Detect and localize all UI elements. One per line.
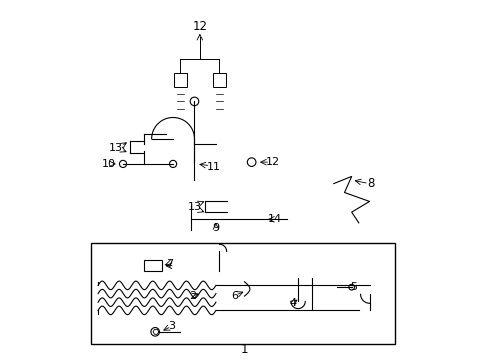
Text: 12: 12 [265,157,280,167]
Text: 8: 8 [367,177,374,190]
Text: 10: 10 [102,159,116,169]
Text: 2: 2 [189,291,196,301]
Text: 11: 11 [207,162,221,172]
Text: 6: 6 [230,291,238,301]
Bar [213,73,225,87]
Text: 7: 7 [165,259,173,269]
Text: 4: 4 [288,298,296,308]
Text: 5: 5 [349,282,356,292]
Text: 12: 12 [192,20,207,33]
Text: 13: 13 [109,143,122,153]
Bar [173,73,186,87]
Text: 9: 9 [212,223,219,233]
Text: 13: 13 [187,202,201,212]
Bar [144,260,162,271]
Bar [91,243,394,344]
Text: 14: 14 [267,214,282,224]
Text: 3: 3 [167,321,174,332]
Text: 1: 1 [240,343,248,356]
